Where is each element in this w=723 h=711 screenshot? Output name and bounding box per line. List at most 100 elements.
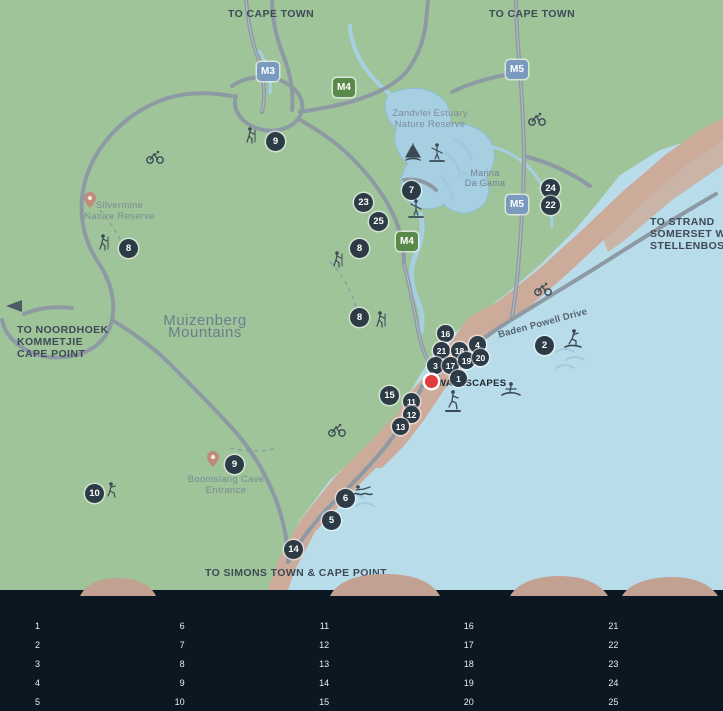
poi-marker-13[interactable]: 13	[392, 418, 409, 435]
surfer-icon-kalk-bay	[564, 329, 582, 348]
legend-number: 14	[319, 677, 330, 688]
legend-column-4: 16 17 18 19 20	[434, 616, 579, 711]
map-geometry	[0, 0, 723, 590]
poi-marker-19[interactable]: 19	[458, 352, 475, 369]
poi-marker-20[interactable]: 20	[472, 349, 489, 366]
hiking-icon-mid	[333, 251, 343, 268]
legend-item[interactable]: 24	[578, 673, 723, 692]
poi-marker-24[interactable]: 24	[541, 179, 560, 198]
route-shield-m4-north[interactable]: M4	[333, 78, 355, 97]
legend-item[interactable]: 22	[578, 635, 723, 654]
poi-marker-3[interactable]: 3	[427, 357, 444, 374]
poi-marker-14[interactable]: 14	[284, 540, 303, 559]
legend-number: 10	[174, 696, 185, 707]
swimmer-icon	[353, 485, 373, 496]
poi-marker-6[interactable]: 6	[336, 489, 355, 508]
poi-marker-2[interactable]: 2	[535, 336, 554, 355]
legend-item[interactable]: 15	[289, 692, 434, 711]
map-pin-silvermine-icon	[84, 192, 96, 208]
cycling-icon-west	[146, 150, 164, 164]
legend-item[interactable]: 16	[434, 616, 579, 635]
legend-item[interactable]: 21	[578, 616, 723, 635]
area-label-silvermine-nature-reserve: Silvermine Nature Reserve	[84, 200, 155, 222]
legend-item[interactable]: 23	[578, 654, 723, 673]
legend-item[interactable]: 6	[145, 616, 290, 635]
legend-item[interactable]: 12	[289, 635, 434, 654]
poi-marker-4[interactable]: 4	[469, 336, 486, 353]
poi-marker-8c[interactable]: 8	[350, 308, 369, 327]
area-label-boomslang-cave-entrance: Boomslang Cave Entrance	[187, 474, 265, 496]
legend-item[interactable]: 20	[434, 692, 579, 711]
route-shield-m5-south[interactable]: M5	[506, 195, 528, 214]
route-shield-m3[interactable]: M3	[257, 62, 279, 81]
poi-marker-9b[interactable]: 9	[225, 455, 244, 474]
poi-marker-23[interactable]: 23	[354, 193, 373, 212]
wavescapes-location-marker[interactable]	[425, 375, 438, 388]
poi-marker-1[interactable]: 1	[450, 370, 467, 387]
legend-column-2: 6 7 8 9 10	[145, 616, 290, 711]
label-wavescapes: WAVESCAPES	[437, 378, 507, 389]
poi-marker-22[interactable]: 22	[541, 196, 560, 215]
legend-item[interactable]: 10	[145, 692, 290, 711]
legend-item[interactable]: 13	[289, 654, 434, 673]
legend-number: 16	[463, 620, 474, 631]
poi-marker-11[interactable]: 11	[403, 393, 420, 410]
legend-item[interactable]: 14	[289, 673, 434, 692]
legend-item[interactable]: 7	[145, 635, 290, 654]
legend-column-1: 1 2 3 4 5	[0, 616, 145, 711]
legend-number: 15	[319, 696, 330, 707]
poi-marker-15[interactable]: 15	[380, 386, 399, 405]
legend-item[interactable]: 25	[578, 692, 723, 711]
legend-number: 1	[34, 620, 40, 631]
map-canvas[interactable]: TO CAPE TOWN TO CAPE TOWN TO STRAND SOME…	[0, 0, 723, 590]
area-label-muizenberg-mountains: Muizenberg Mountains	[163, 312, 247, 341]
poi-marker-8a[interactable]: 8	[119, 239, 138, 258]
legend-number: 5	[34, 696, 40, 707]
poi-marker-9a[interactable]: 9	[266, 132, 285, 151]
legend-item[interactable]: 17	[434, 635, 579, 654]
legend-number: 11	[319, 620, 330, 631]
legend-number: 24	[608, 677, 619, 688]
poi-marker-17[interactable]: 17	[442, 357, 459, 374]
poi-marker-12[interactable]: 12	[403, 406, 420, 423]
poi-marker-21[interactable]: 21	[433, 342, 450, 359]
cycling-icon-east	[528, 112, 546, 126]
legend-item[interactable]: 11	[289, 616, 434, 635]
legend-number: 4	[34, 677, 40, 688]
legend-item[interactable]: 5	[0, 692, 145, 711]
legend-number: 12	[319, 639, 330, 650]
legend-item[interactable]: 9	[145, 673, 290, 692]
legend-number: 17	[463, 639, 474, 650]
sup-icon-estuary	[429, 143, 445, 162]
legend-item[interactable]: 18	[434, 654, 579, 673]
legend-number: 18	[463, 658, 474, 669]
route-shield-m5-north[interactable]: M5	[506, 60, 528, 79]
hiking-icon-north	[246, 127, 256, 144]
legend-item[interactable]: 2	[0, 635, 145, 654]
poi-marker-25[interactable]: 25	[369, 212, 388, 231]
legend-item[interactable]: 4	[0, 673, 145, 692]
caving-icon	[107, 482, 116, 498]
direction-label-to-cape-town-west: TO CAPE TOWN	[228, 8, 315, 20]
legend-number: 25	[608, 696, 619, 707]
legend-top-rock-silhouette	[80, 574, 718, 596]
area-label-marina-da-gama: Marina Da Gama	[464, 168, 506, 188]
sailing-icon-estuary	[404, 142, 422, 161]
route-shield-m4-south[interactable]: M4	[396, 232, 418, 251]
legend-number: 21	[608, 620, 619, 631]
poi-marker-7[interactable]: 7	[402, 181, 421, 200]
poi-marker-16[interactable]: 16	[437, 325, 454, 342]
legend-item[interactable]: 8	[145, 654, 290, 673]
legend-number: 2	[34, 639, 40, 650]
poi-marker-10[interactable]: 10	[85, 484, 104, 503]
legend-item[interactable]: 1	[0, 616, 145, 635]
legend-number: 7	[179, 639, 185, 650]
legend-item[interactable]: 19	[434, 673, 579, 692]
legend-number: 6	[179, 620, 185, 631]
poi-marker-5[interactable]: 5	[322, 511, 341, 530]
direction-label-to-cape-town-east: TO CAPE TOWN	[489, 8, 576, 20]
legend-item[interactable]: 3	[0, 654, 145, 673]
poi-marker-8b[interactable]: 8	[350, 239, 369, 258]
map-pin-boomslang-icon	[207, 451, 219, 467]
cycling-icon-south	[328, 423, 346, 437]
